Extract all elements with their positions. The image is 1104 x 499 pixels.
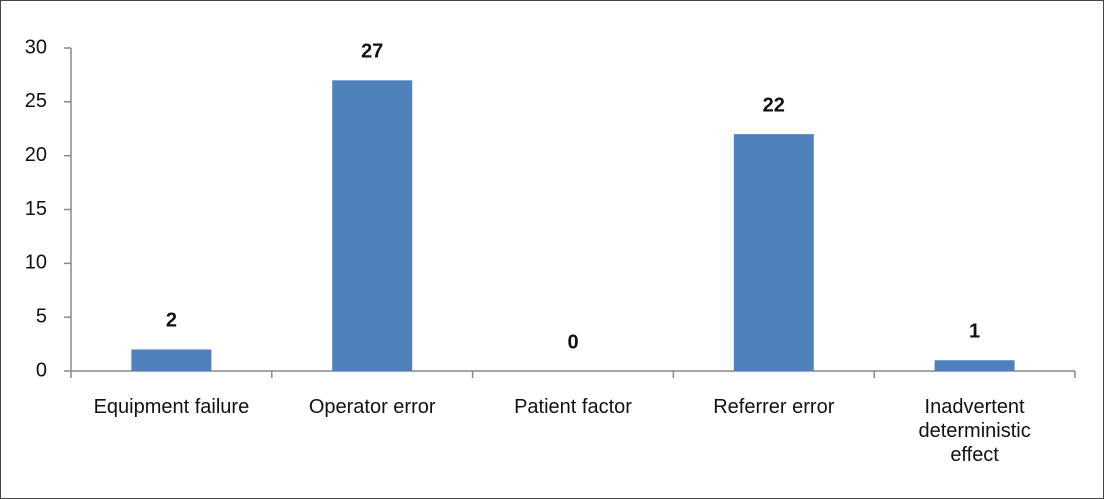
y-tick-label: 10: [25, 252, 47, 274]
value-label: 0: [567, 331, 578, 353]
value-label: 22: [763, 94, 785, 116]
x-tick-label: Referrer error: [713, 396, 835, 418]
x-tick-label: Patient factor: [514, 396, 632, 418]
value-label: 1: [969, 321, 980, 343]
value-label: 2: [166, 310, 177, 332]
bar: [733, 134, 814, 371]
y-tick-label: 20: [25, 144, 47, 166]
bar: [332, 80, 413, 372]
y-tick-label: 5: [36, 305, 47, 327]
y-tick-label: 15: [25, 198, 47, 220]
y-tick-label: 30: [25, 36, 47, 58]
bar: [131, 349, 212, 371]
y-tick-label: 0: [36, 359, 47, 381]
x-tick-label: Equipment failure: [93, 396, 250, 418]
y-tick-label: 25: [25, 90, 47, 112]
x-tick-label: Operator error: [308, 396, 436, 418]
value-label: 27: [361, 41, 383, 63]
bar: [934, 360, 1015, 371]
x-tick-label: Inadvertent deterministic effect: [918, 396, 1031, 466]
